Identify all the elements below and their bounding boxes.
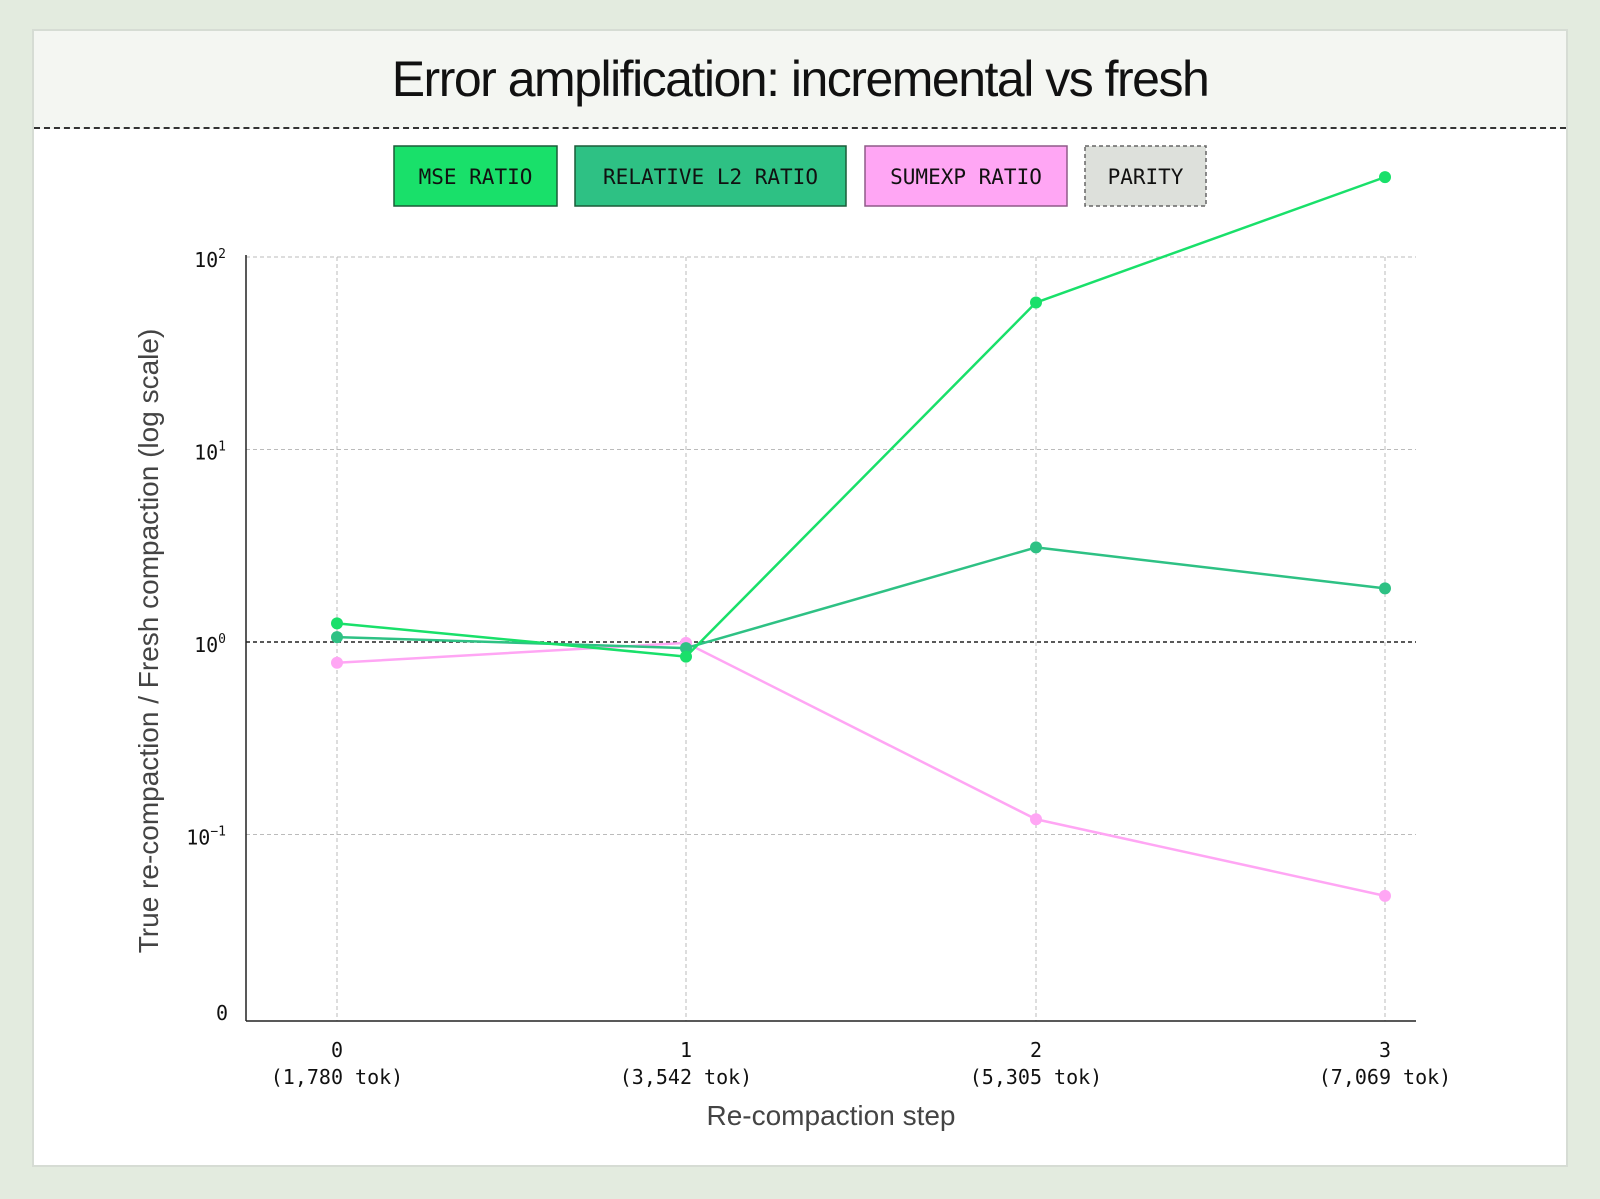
data-point-mse xyxy=(331,617,343,630)
series-mse xyxy=(331,171,1391,663)
legend-item-mse-ratio: MSE RATIO xyxy=(393,145,558,207)
data-point-sumexp xyxy=(1030,813,1042,826)
y-tick-label: 101 xyxy=(194,440,226,465)
legend: MSE RATIO RELATIVE L2 RATIO SUMEXP RATIO PA… xyxy=(393,145,1207,207)
legend-item-sumexp-ratio-swatch xyxy=(864,145,1068,207)
axis-labels: Re-compaction step True re-compaction / F… xyxy=(133,329,956,1131)
data-point-mse xyxy=(1379,171,1391,184)
data-point-sumexp xyxy=(1379,889,1391,902)
legend-item-parity-label: PARITY xyxy=(1108,165,1184,189)
chart-header: Error amplification: incremental vs fres… xyxy=(34,31,1566,129)
series-line-mse xyxy=(335,175,1387,658)
x-tick-label-tokens: (3,542 tok) xyxy=(620,1065,752,1089)
legend-item-relative-l2-ratio: RELATIVE L2 RATIO xyxy=(574,145,847,207)
y-tick-label: 10−1 xyxy=(186,825,226,850)
x-tick-label-tokens: (5,305 tok) xyxy=(970,1065,1102,1089)
legend-item-relative-l2-ratio-swatch xyxy=(574,145,847,207)
x-tick-label-step: 3 xyxy=(1379,1038,1391,1062)
data-point-sumexp xyxy=(331,656,343,669)
legend-item-sumexp-ratio: SUMEXP RATIO xyxy=(864,145,1068,207)
series-sumexp xyxy=(331,636,1391,902)
x-tick-label-step: 1 xyxy=(680,1038,692,1062)
legend-item-mse-ratio-label: MSE RATIO xyxy=(419,165,533,189)
legend-item-mse-ratio-swatch xyxy=(393,145,558,207)
legend-item-parity-swatch xyxy=(1084,145,1207,207)
series-line-relative_l2 xyxy=(335,546,1387,650)
y-tick-label: 100 xyxy=(194,632,226,657)
legend-item-parity: PARITY xyxy=(1084,145,1207,207)
axes: 102 101 100 10−1 0 0 (1,780 tok) 1 (3,542 tok) 2 (… xyxy=(186,247,1451,1089)
data-point-mse xyxy=(680,650,692,663)
x-tick-label-step: 0 xyxy=(331,1038,343,1062)
data-point-mse xyxy=(1030,296,1042,309)
data-point-relative_l2 xyxy=(331,631,343,644)
x-tick-label-tokens: (1,780 tok) xyxy=(271,1065,403,1089)
y-axis-title: True re-compaction / Fresh compaction (l… xyxy=(133,329,164,954)
data-point-relative_l2 xyxy=(1030,541,1042,554)
x-axis-title: Re-compaction step xyxy=(706,1100,955,1131)
chart-card: Error amplification: incremental vs fres… xyxy=(32,29,1568,1167)
x-tick-label: 3 (7,069 tok) xyxy=(1319,1038,1451,1089)
series-relative_l2 xyxy=(331,541,1391,655)
data-point-relative_l2 xyxy=(1379,582,1391,595)
x-tick-label-step: 2 xyxy=(1030,1038,1042,1062)
legend-item-relative-l2-ratio-label: RELATIVE L2 RATIO xyxy=(603,165,818,189)
x-tick-label-tokens: (7,069 tok) xyxy=(1319,1065,1451,1089)
y-tick-label-zero: 0 xyxy=(216,1001,228,1025)
x-tick-label: 0 (1,780 tok) xyxy=(271,1038,403,1089)
y-tick-label: 102 xyxy=(194,247,226,272)
x-tick-label: 2 (5,305 tok) xyxy=(970,1038,1102,1089)
legend-item-sumexp-ratio-label: SUMEXP RATIO xyxy=(890,165,1042,189)
chart-title: Error amplification: incremental vs fres… xyxy=(391,51,1210,107)
series-layer xyxy=(331,171,1391,902)
series-line-sumexp xyxy=(335,641,1387,898)
data-point-relative_l2 xyxy=(680,642,692,655)
x-tick-label: 1 (3,542 tok) xyxy=(620,1038,752,1089)
